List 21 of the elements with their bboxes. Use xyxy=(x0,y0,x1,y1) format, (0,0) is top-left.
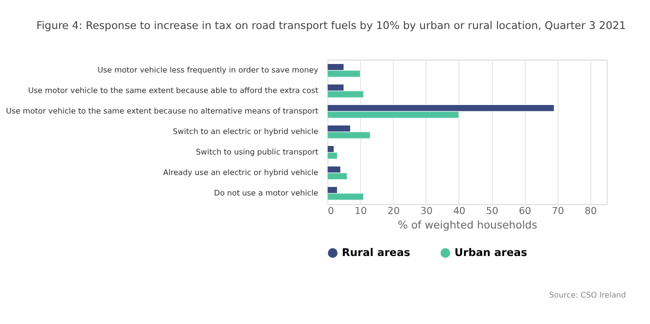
legend-label: Urban areas xyxy=(454,246,528,259)
x-tick-label: 20 xyxy=(387,206,400,218)
y-tick-label: Use motor vehicle to the same extent because no alternative means of transport xyxy=(6,106,318,116)
x-tick-label: 70 xyxy=(552,206,564,218)
x-tick-label: 30 xyxy=(420,206,433,218)
y-tick-label: Use motor vehicle to the same extent because able to afford the extra cost xyxy=(28,86,318,95)
y-tick-label: Use motor vehicle less frequently in order to save money xyxy=(98,65,319,74)
y-tick-label: Switch to using public transport xyxy=(196,147,318,156)
y-tick-label: Switch to an electric or hybrid vehicle xyxy=(172,126,319,136)
y-tick-label: Do not use a motor vehicle xyxy=(214,188,319,198)
x-tick-label: 10 xyxy=(354,206,367,218)
legend-label: Rural areas xyxy=(342,246,410,259)
chart-title: Figure 4: Response to increase in tax on road transport fuels by 10% by urban or rural location, Quarter 3 2021 xyxy=(36,20,626,32)
y-tick-label: Already use an electric or hybrid vehicle xyxy=(163,168,319,177)
source-note: Source: CSO Ireland xyxy=(549,290,626,300)
x-axis-title: % of weighted households xyxy=(398,220,538,232)
x-tick-label: 80 xyxy=(584,206,597,218)
x-tick-label: 0 xyxy=(328,206,334,218)
x-tick-label: 40 xyxy=(453,206,466,218)
x-tick-label: 50 xyxy=(486,206,498,218)
x-tick-label: 60 xyxy=(518,206,532,218)
